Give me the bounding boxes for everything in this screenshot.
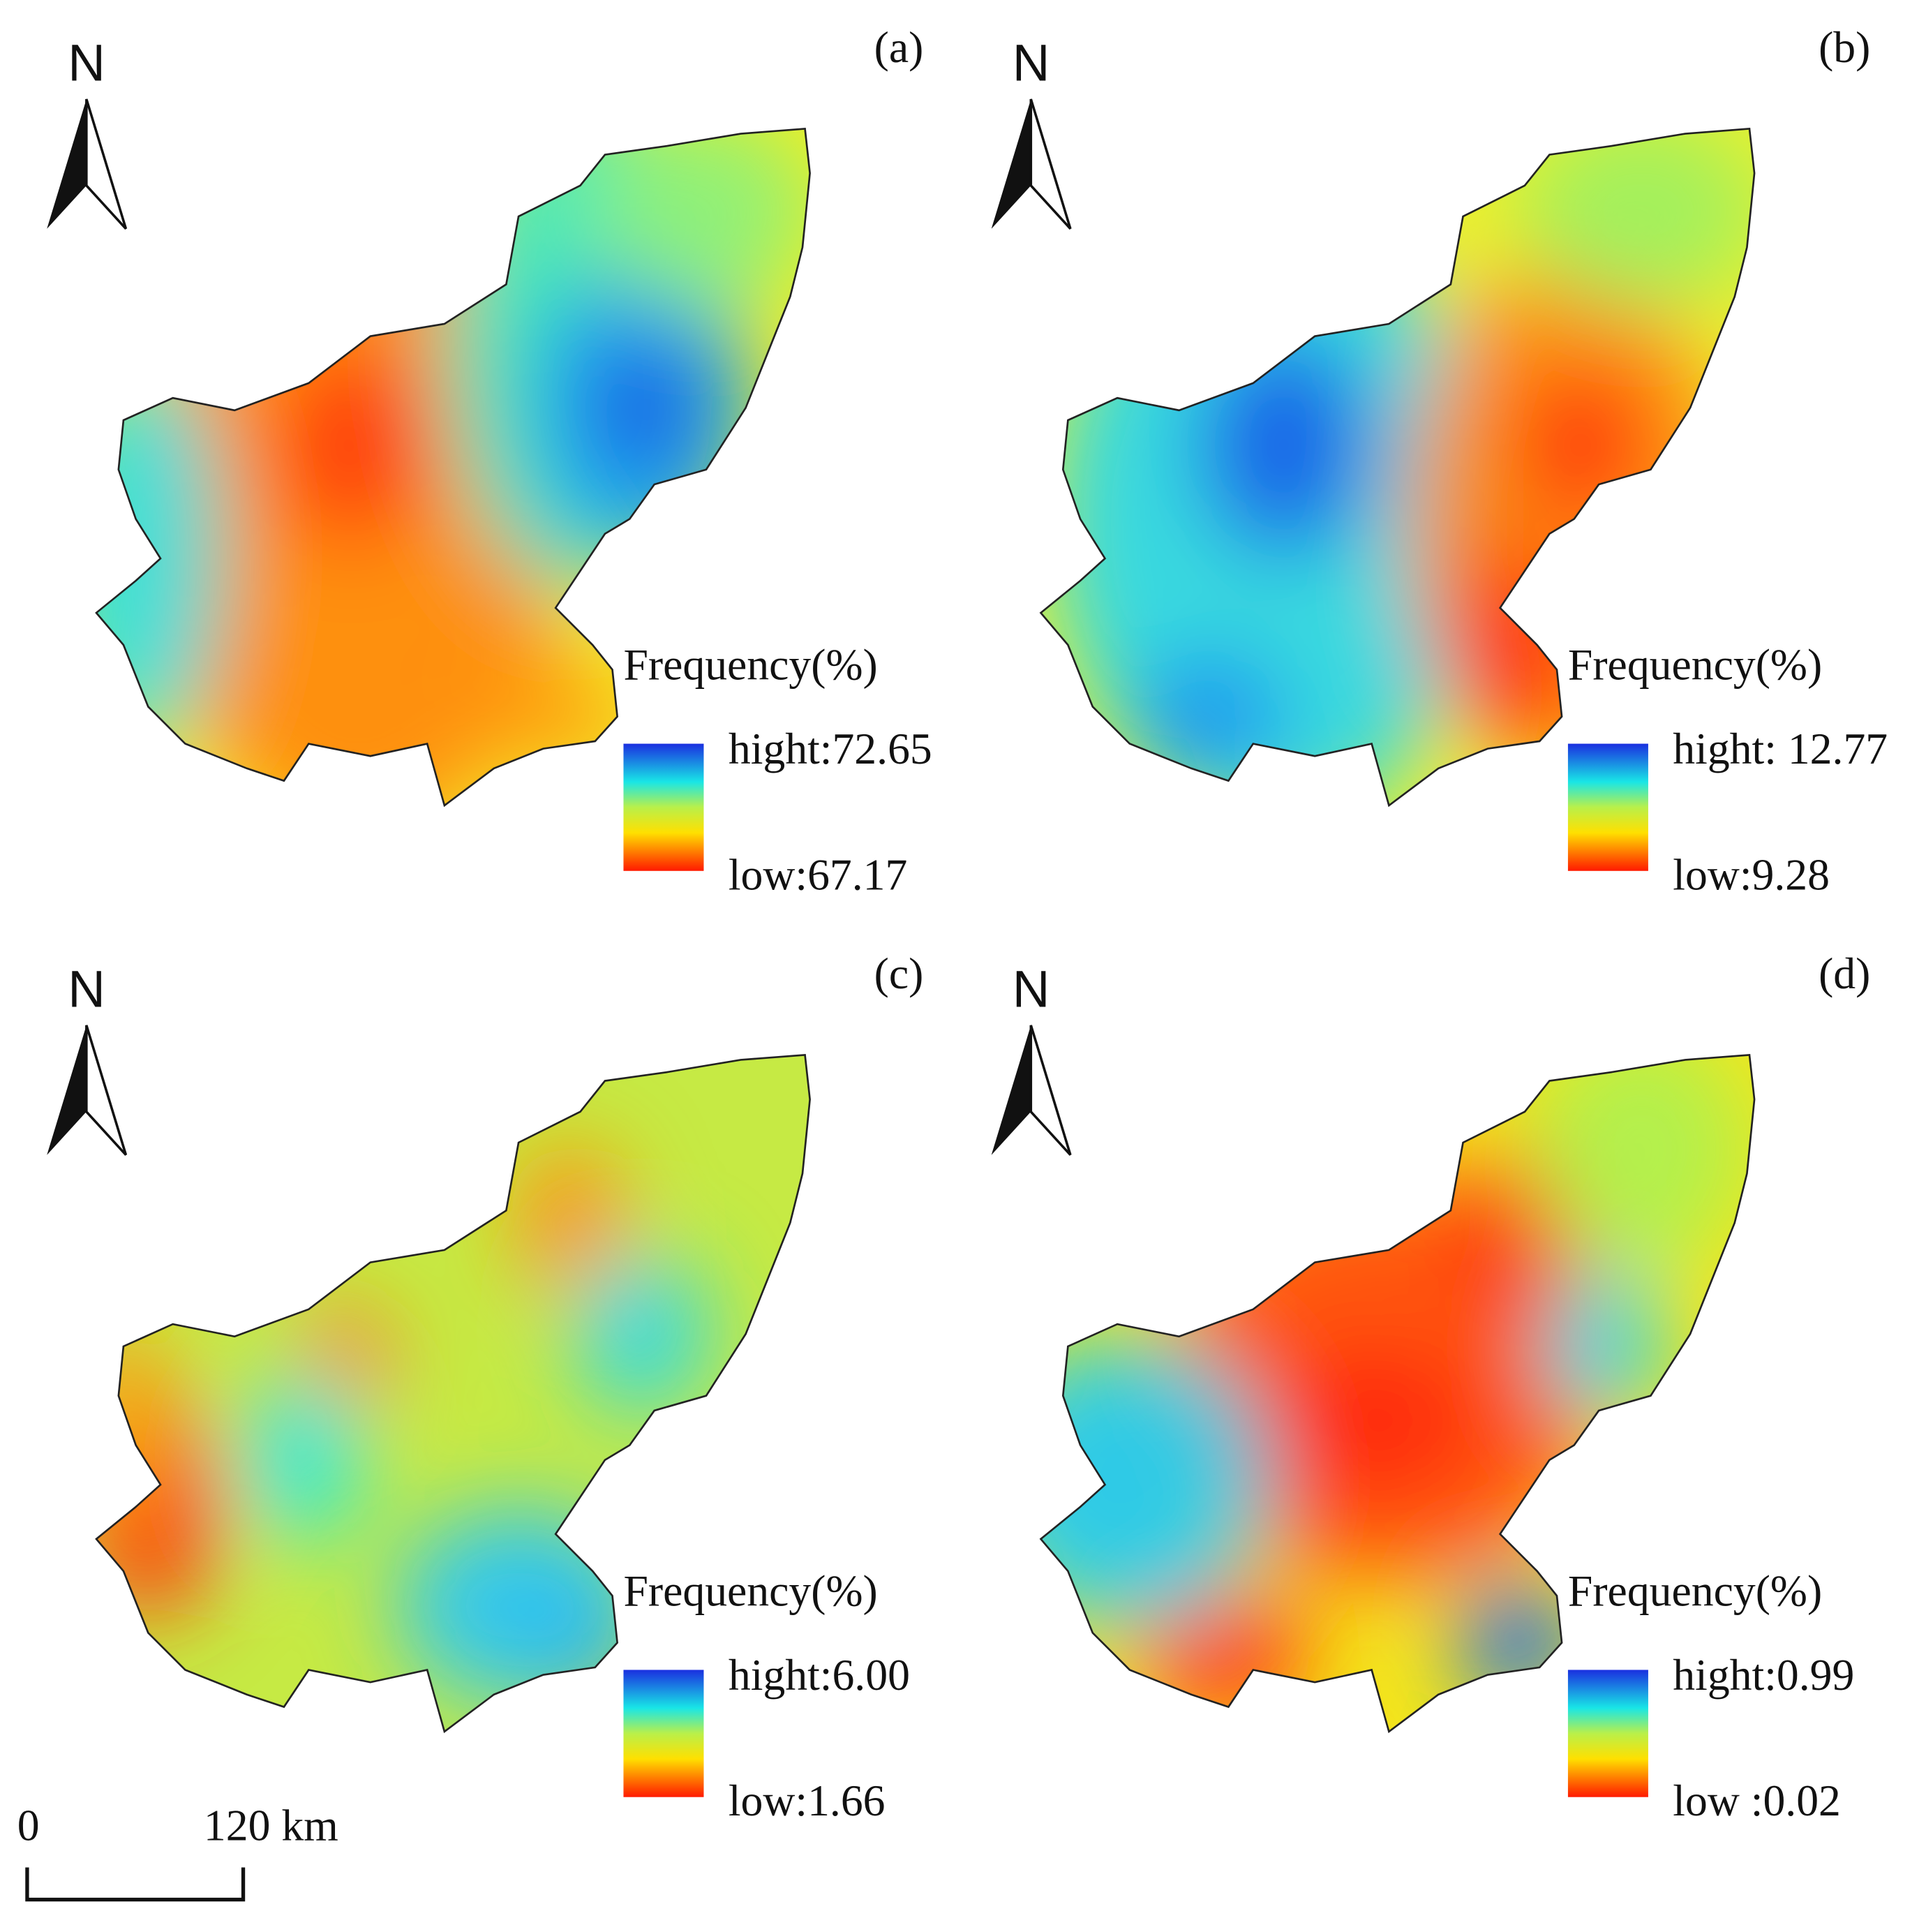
heat-blob xyxy=(1197,334,1371,556)
north-arrow-right xyxy=(1029,98,1072,230)
map-panel: (d) N Frequency(%) hight:0.99 low :0.02 xyxy=(991,949,1870,1825)
legend-title: Frequency(%) xyxy=(623,1566,877,1615)
map-panel: (b) N Frequency(%) hight: 12.77 low:9.28 xyxy=(991,22,1888,899)
panel-label: (d) xyxy=(1819,949,1870,998)
north-arrow-left xyxy=(47,99,87,229)
heat-surface xyxy=(96,1055,810,1732)
heat-surface xyxy=(1040,1055,1755,1732)
north-arrow-right xyxy=(1029,1025,1072,1156)
panel-label: (c) xyxy=(874,949,924,998)
heat-blob xyxy=(278,345,426,544)
heat-blob xyxy=(592,128,810,309)
region-outline xyxy=(95,128,811,808)
north-arrow-right xyxy=(85,1025,128,1156)
heat-blob xyxy=(1518,371,1643,519)
legend-title: Frequency(%) xyxy=(1568,640,1822,690)
heat-blob xyxy=(1040,1334,1272,1630)
north-arrow-left xyxy=(991,99,1031,229)
legend-colorbar xyxy=(1567,743,1648,871)
heat-blob xyxy=(512,1143,624,1291)
north-label: N xyxy=(68,960,105,1018)
legend-colorbar xyxy=(623,743,704,871)
heat-blob xyxy=(482,667,630,766)
legend-high: hight: 12.77 xyxy=(1673,724,1888,773)
heat-blob xyxy=(1518,128,1755,309)
heat-blob xyxy=(1543,1272,1667,1421)
north-arrow-right xyxy=(85,98,128,230)
panel-label: (b) xyxy=(1819,22,1870,72)
legend-title: Frequency(%) xyxy=(1568,1566,1822,1615)
legend-low: low:1.66 xyxy=(729,1776,886,1825)
legend-high: hight:0.99 xyxy=(1673,1650,1854,1700)
north-arrow-left xyxy=(47,1025,87,1155)
heat-blobs xyxy=(1049,128,1755,805)
heat-surface xyxy=(96,128,810,805)
scale-bar: 0 120 km xyxy=(17,1801,338,1902)
legend-low: low:9.28 xyxy=(1673,849,1830,899)
scale-end: 120 km xyxy=(204,1801,338,1850)
heat-blob xyxy=(241,1371,364,1544)
scale-line xyxy=(25,1867,246,1902)
north-label: N xyxy=(1013,34,1050,91)
heat-blob xyxy=(1259,1346,1482,1495)
legend-low: low :0.02 xyxy=(1673,1776,1841,1825)
north-label: N xyxy=(68,34,105,91)
north-arrow-left xyxy=(991,1025,1031,1155)
legend-low: low:67.17 xyxy=(729,849,908,899)
legend-title: Frequency(%) xyxy=(623,640,877,690)
heat-blob xyxy=(574,1254,710,1415)
legend-high: hight:6.00 xyxy=(729,1650,910,1700)
heat-blobs xyxy=(96,128,810,805)
heat-blob xyxy=(96,358,223,754)
north-label: N xyxy=(1013,960,1050,1018)
panel-label: (a) xyxy=(874,22,924,72)
map-panel: (c) N Frequency(%) hight:6.00 low:1.66 xyxy=(47,949,923,1825)
scale-start: 0 xyxy=(17,1801,40,1850)
heat-blob xyxy=(599,352,685,463)
map-panel: (a) N Frequency(%) hight:72.65 low:67.17 xyxy=(47,22,932,899)
heat-blob xyxy=(1407,260,1729,779)
region-outline xyxy=(95,1053,811,1734)
legend-colorbar xyxy=(623,1670,704,1797)
heat-blob xyxy=(395,1506,642,1704)
legend-colorbar xyxy=(1567,1670,1648,1797)
heat-blob xyxy=(1135,655,1284,779)
region-outline xyxy=(1039,1053,1756,1734)
heat-blob xyxy=(1530,1055,1754,1272)
heat-surface xyxy=(1040,128,1755,805)
legend-high: hight:72.65 xyxy=(729,724,932,773)
region-outline xyxy=(1039,128,1756,808)
